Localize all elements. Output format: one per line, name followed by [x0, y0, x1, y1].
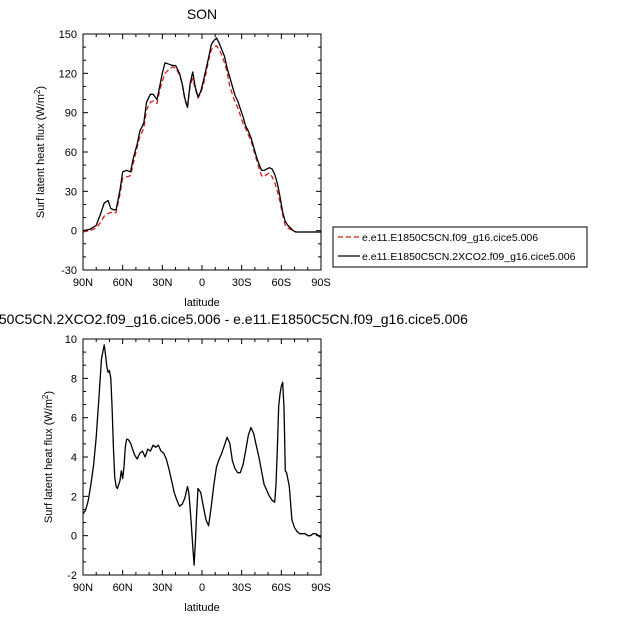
x-tick-label: 0	[199, 582, 205, 594]
y-tick-label: -2	[67, 570, 77, 582]
y-tick-label: 6	[71, 413, 77, 425]
y-tick-label: 150	[59, 29, 77, 41]
x-tick-label: 60S	[272, 277, 292, 289]
y-tick-label: -30	[61, 265, 77, 277]
y-tick-label: 30	[65, 186, 77, 198]
y-axis-label: Surf latent heat flux (W/m2)	[33, 86, 47, 218]
x-tick-label: 60N	[113, 277, 133, 289]
y-tick-label: 2	[71, 491, 77, 503]
x-tick-labels: 90N 60N 30N 0 30S 60S 90S	[73, 277, 331, 289]
y-tick-label: 120	[59, 68, 77, 80]
y-tick-label: 0	[71, 531, 77, 543]
x-tick-label: 90N	[73, 582, 93, 594]
y-tick-label: 0	[71, 226, 77, 238]
x-tick-label: 60S	[272, 582, 292, 594]
series-line-0	[83, 45, 321, 233]
x-tick-label: 90N	[73, 277, 93, 289]
y-tick-label: 90	[65, 108, 77, 120]
chart-title: SON	[187, 6, 217, 22]
series-group	[83, 37, 321, 233]
series-line-1	[83, 37, 321, 233]
y-axis-label: Surf latent heat flux (W/m2)	[41, 391, 55, 523]
series-group	[83, 344, 321, 566]
x-tick-label: 30N	[152, 277, 172, 289]
y-tick-label: 8	[71, 373, 77, 385]
y-tick-label: 4	[71, 452, 77, 464]
x-tick-label: 30S	[232, 277, 252, 289]
y-tick-label: 10	[65, 334, 77, 346]
x-tick-labels: 90N 60N 30N 0 30S 60S 90S	[73, 582, 331, 594]
legend: e.e11.E1850C5CN.f09_g16.cice5.006 e.e11.…	[332, 226, 588, 268]
plot-frame	[82, 33, 322, 271]
x-tick-label: 30S	[232, 582, 252, 594]
legend-box	[332, 226, 588, 268]
tick-marks	[82, 33, 322, 271]
panel-son: SON -30 0 30 60 90 120 150 90N 60N 30N 0 30S 60S 90S…	[33, 6, 331, 309]
y-tick-labels: -2 0 2 4 6 8 10	[65, 334, 77, 582]
series-line-0	[83, 344, 321, 566]
plot-frame	[82, 338, 322, 576]
x-tick-label: 90S	[311, 582, 331, 594]
chart-title: e.e11.E1850C5CN.2XCO2.f09_g16.cice5.006 …	[0, 311, 468, 327]
x-tick-label: 90S	[311, 277, 331, 289]
legend-label-control: e.e11.E1850C5CN.f09_g16.cice5.006	[362, 232, 538, 244]
x-tick-label: 60N	[113, 582, 133, 594]
x-axis-label: latitude	[184, 602, 219, 614]
legend-label-2xco2: e.e11.E1850C5CN.2XCO2.f09_g16.cice5.006	[362, 251, 576, 263]
y-tick-labels: -30 0 30 60 90 120 150	[59, 29, 77, 277]
x-tick-label: 30N	[152, 582, 172, 594]
y-tick-label: 60	[65, 147, 77, 159]
x-axis-label: latitude	[184, 297, 219, 309]
x-tick-label: 0	[199, 277, 205, 289]
panel-difference: e.e11.E1850C5CN.2XCO2.f09_g16.cice5.006 …	[0, 311, 468, 614]
